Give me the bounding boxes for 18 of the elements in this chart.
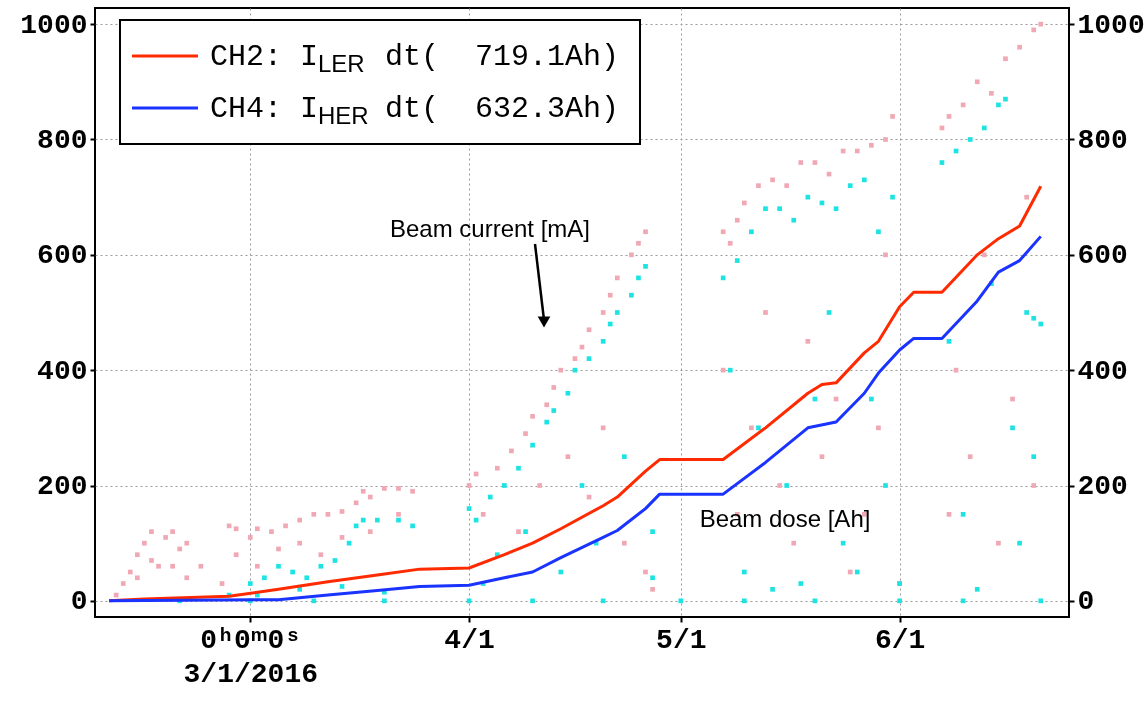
x-tick-label: 6/1 bbox=[874, 624, 926, 656]
x-tick-label: 5/1 bbox=[656, 624, 707, 656]
annotation: Beam dose [Ah] bbox=[699, 505, 871, 532]
y-tick-label: 800 bbox=[37, 124, 88, 156]
y2-tick-label: 800 bbox=[1077, 124, 1128, 156]
y-tick-label: 400 bbox=[37, 355, 88, 387]
y-tick-label: 0 bbox=[70, 586, 88, 618]
x-tick-label: 0ʰ0ᵐ0ˢ 3/1/2016 bbox=[183, 624, 318, 690]
y-tick-label: 200 bbox=[37, 471, 88, 503]
y-tick-label: 600 bbox=[37, 240, 88, 272]
y-tick-label: 1000 bbox=[20, 9, 88, 41]
y2-tick-label: 0 bbox=[1077, 586, 1095, 618]
annotation: Beam current [mA] bbox=[389, 215, 591, 242]
x-tick-label: 4/1 bbox=[444, 624, 495, 656]
y2-tick-label: 600 bbox=[1077, 240, 1128, 272]
y2-tick-label: 1000 bbox=[1077, 9, 1144, 41]
y2-tick-label: 400 bbox=[1077, 355, 1128, 387]
y2-tick-label: 200 bbox=[1077, 471, 1128, 503]
